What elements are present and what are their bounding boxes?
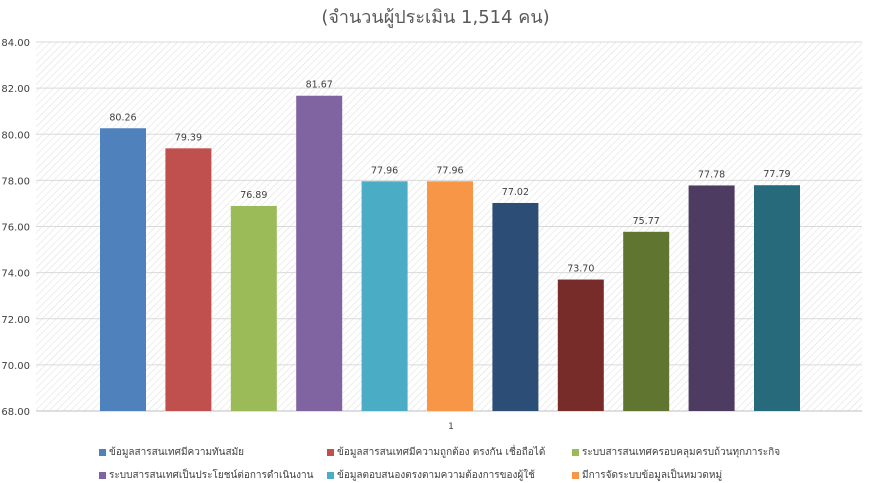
legend-label: มีการจัดระบบข้อมูลเป็นหมวดหมู่ bbox=[582, 470, 723, 481]
y-tick-label: 76.00 bbox=[1, 223, 30, 234]
legend-item: ระบบสารสนเทศเป็นประโยชน์ต่อการดำเนินงาน bbox=[99, 468, 327, 483]
y-tick-label: 84.00 bbox=[1, 38, 30, 49]
y-tick-label: 72.00 bbox=[1, 315, 30, 326]
bar bbox=[296, 95, 343, 411]
bar-chart: 68.00 70.00 72.00 74.00 76.00 78.00 80.00 82.00… bbox=[1, 38, 862, 432]
y-tick-label: 82.00 bbox=[1, 84, 30, 95]
bar bbox=[623, 231, 670, 411]
legend-swatch bbox=[327, 449, 334, 456]
bar bbox=[754, 185, 800, 411]
legend-item: ข้อมูลสารสนเทศมีความทันสมัย bbox=[99, 445, 327, 460]
legend-swatch bbox=[572, 472, 579, 479]
legend-item: ข้อมูลสารสนเทศมีความถูกต้อง ตรงกัน เชื่อ… bbox=[327, 445, 572, 460]
legend: ข้อมูลสารสนเทศมีความทันสมัย ข้อมูลสารสนเท… bbox=[99, 445, 819, 483]
data-label: 77.78 bbox=[698, 169, 725, 180]
y-tick-label: 78.00 bbox=[1, 176, 30, 187]
data-label: 77.96 bbox=[436, 165, 463, 176]
bar bbox=[557, 279, 604, 411]
legend-swatch bbox=[99, 472, 106, 479]
legend-item: มีการจัดระบบข้อมูลเป็นหมวดหมู่ bbox=[572, 468, 812, 483]
y-tick-label: 68.00 bbox=[1, 407, 30, 418]
data-label: 79.39 bbox=[175, 132, 202, 143]
legend-label: ข้อมูลสารสนเทศมีความทันสมัย bbox=[109, 447, 245, 458]
legend-swatch bbox=[572, 449, 579, 456]
y-tick-label: 74.00 bbox=[1, 269, 30, 280]
legend-swatch bbox=[99, 449, 106, 456]
data-label: 80.26 bbox=[109, 112, 136, 123]
data-label: 81.67 bbox=[306, 80, 333, 91]
data-label: 76.89 bbox=[240, 190, 267, 201]
bar bbox=[230, 205, 277, 411]
data-label: 77.02 bbox=[502, 187, 529, 198]
bar bbox=[165, 148, 212, 412]
bar bbox=[492, 202, 539, 411]
x-category-label: 1 bbox=[448, 422, 454, 432]
legend-label: ข้อมูลตอบสนองตรงตามความต้องการของผู้ใช้ bbox=[337, 470, 535, 481]
legend-label: ระบบสารสนเทศครอบคลุมครบถ้วนทุกภาระกิจ bbox=[582, 447, 781, 458]
data-label: 77.79 bbox=[763, 169, 790, 180]
legend-item: ข้อมูลตอบสนองตรงตามความต้องการของผู้ใช้ bbox=[327, 468, 572, 483]
data-label: 73.70 bbox=[567, 264, 594, 275]
legend-label: ข้อมูลสารสนเทศมีความถูกต้อง ตรงกัน เชื่อ… bbox=[337, 447, 546, 458]
data-label: 77.96 bbox=[371, 165, 398, 176]
data-label: 75.77 bbox=[633, 216, 660, 227]
legend-label: ระบบสารสนเทศเป็นประโยชน์ต่อการดำเนินงาน bbox=[109, 470, 314, 481]
bar bbox=[688, 185, 735, 411]
chart-subtitle: (จำนวนผู้ประเมิน 1,514 คน) bbox=[321, 7, 550, 28]
legend-swatch bbox=[327, 472, 334, 479]
y-tick-label: 70.00 bbox=[1, 361, 30, 372]
bar bbox=[361, 181, 408, 411]
y-tick-label: 80.00 bbox=[1, 130, 30, 141]
legend-item: ระบบสารสนเทศครอบคลุมครบถ้วนทุกภาระกิจ bbox=[572, 445, 812, 460]
bar bbox=[100, 128, 146, 411]
bar bbox=[427, 181, 473, 411]
